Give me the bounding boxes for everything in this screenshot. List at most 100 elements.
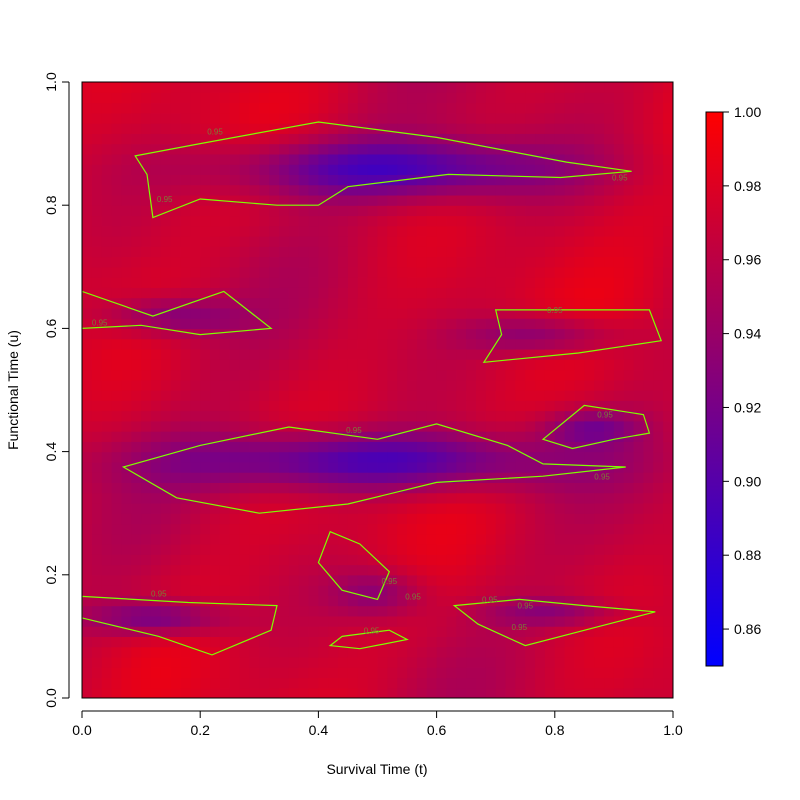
heatmap-cell bbox=[200, 287, 211, 299]
heatmap-cell bbox=[131, 472, 142, 483]
heatmap-cell bbox=[663, 646, 673, 658]
heatmap-cell bbox=[387, 656, 398, 668]
heatmap-cell bbox=[249, 482, 260, 494]
heatmap-cell bbox=[288, 123, 300, 134]
heatmap-cell bbox=[604, 585, 615, 596]
heatmap-cell bbox=[544, 277, 556, 288]
heatmap-cell bbox=[180, 646, 191, 658]
heatmap-cell bbox=[239, 256, 251, 268]
heatmap-cell bbox=[318, 646, 329, 658]
heatmap-cell bbox=[436, 564, 448, 576]
heatmap-cell bbox=[279, 215, 290, 227]
heatmap-cell bbox=[604, 143, 615, 155]
heatmap-cell bbox=[190, 605, 201, 617]
heatmap-cell bbox=[347, 441, 359, 453]
colorbar-gradient bbox=[706, 112, 723, 666]
heatmap-cell bbox=[357, 153, 369, 165]
heatmap-cell bbox=[288, 400, 300, 412]
heatmap-cell bbox=[219, 667, 231, 679]
heatmap-cell bbox=[200, 82, 211, 93]
heatmap-cell bbox=[160, 420, 172, 432]
heatmap-cell bbox=[131, 194, 142, 206]
heatmap-cell bbox=[633, 482, 645, 494]
heatmap-cell bbox=[456, 184, 467, 196]
heatmap-cell bbox=[259, 328, 270, 340]
heatmap-cell bbox=[495, 194, 507, 206]
heatmap-cell bbox=[249, 184, 260, 196]
heatmap-cell bbox=[141, 184, 152, 196]
heatmap-cell bbox=[397, 143, 408, 155]
heatmap-cell bbox=[544, 533, 556, 545]
heatmap-cell bbox=[436, 338, 448, 350]
heatmap-cell bbox=[584, 677, 595, 689]
heatmap-cell bbox=[347, 523, 359, 535]
heatmap-cell bbox=[446, 123, 457, 134]
heatmap-cell bbox=[377, 205, 388, 217]
heatmap-cell bbox=[495, 410, 507, 422]
heatmap-cell bbox=[239, 92, 251, 104]
heatmap-cell bbox=[318, 615, 329, 627]
heatmap-cell bbox=[623, 123, 635, 134]
heatmap-cell bbox=[210, 677, 221, 689]
heatmap-cell bbox=[466, 266, 477, 278]
heatmap-cell bbox=[279, 184, 290, 196]
heatmap-cell bbox=[269, 184, 280, 196]
heatmap-cell bbox=[623, 626, 635, 637]
heatmap-cell bbox=[308, 523, 319, 535]
heatmap-cell bbox=[466, 153, 477, 165]
heatmap-cell bbox=[485, 554, 497, 566]
heatmap-cell bbox=[663, 441, 673, 453]
heatmap-cell bbox=[298, 544, 310, 555]
heatmap-cell bbox=[535, 523, 546, 535]
heatmap-cell bbox=[288, 482, 300, 494]
heatmap-cell bbox=[141, 441, 152, 453]
heatmap-cell bbox=[633, 461, 645, 473]
heatmap-cell bbox=[525, 482, 536, 494]
heatmap-cell bbox=[131, 615, 142, 627]
heatmap-cell bbox=[210, 318, 221, 329]
heatmap-cell bbox=[633, 400, 645, 412]
heatmap-cell bbox=[407, 513, 418, 525]
heatmap-cell bbox=[594, 102, 605, 114]
heatmap-cell bbox=[495, 256, 507, 268]
heatmap-cell bbox=[170, 236, 182, 247]
heatmap-cell bbox=[200, 410, 211, 422]
heatmap-cell bbox=[525, 225, 536, 237]
heatmap-cell bbox=[288, 677, 300, 689]
heatmap-cell bbox=[397, 677, 408, 689]
heatmap-cell bbox=[357, 410, 369, 422]
heatmap-cell bbox=[210, 523, 221, 535]
heatmap-cell bbox=[476, 123, 487, 134]
heatmap-cell bbox=[574, 595, 585, 607]
heatmap-cell bbox=[485, 348, 497, 360]
heatmap-cell bbox=[328, 595, 339, 607]
heatmap-cell bbox=[613, 687, 625, 698]
heatmap-cell bbox=[210, 102, 221, 114]
heatmap-cell bbox=[170, 667, 182, 679]
heatmap-cell bbox=[269, 667, 280, 679]
heatmap-cell bbox=[219, 348, 231, 360]
heatmap-cell bbox=[407, 174, 418, 186]
heatmap-cell bbox=[416, 266, 428, 278]
heatmap-cell bbox=[141, 328, 152, 340]
heatmap-cell bbox=[308, 236, 319, 247]
heatmap-cell bbox=[604, 482, 615, 494]
x-tick-label: 0.4 bbox=[309, 722, 329, 738]
heatmap-cell bbox=[249, 318, 260, 329]
heatmap-cell bbox=[229, 266, 241, 278]
heatmap-cell bbox=[338, 677, 349, 689]
heatmap-cell bbox=[219, 441, 231, 453]
heatmap-cell bbox=[584, 256, 595, 268]
heatmap-cell bbox=[269, 461, 280, 473]
heatmap-cell bbox=[259, 174, 270, 186]
heatmap-cell bbox=[210, 390, 221, 401]
heatmap-cell bbox=[554, 225, 566, 237]
heatmap-cell bbox=[269, 390, 280, 401]
heatmap-cell bbox=[239, 595, 251, 607]
heatmap-cell bbox=[180, 102, 191, 114]
heatmap-cell bbox=[633, 605, 645, 617]
heatmap-cell bbox=[436, 431, 448, 442]
heatmap-cell bbox=[160, 482, 172, 494]
heatmap-cell bbox=[426, 564, 438, 576]
heatmap-cell bbox=[82, 123, 93, 134]
